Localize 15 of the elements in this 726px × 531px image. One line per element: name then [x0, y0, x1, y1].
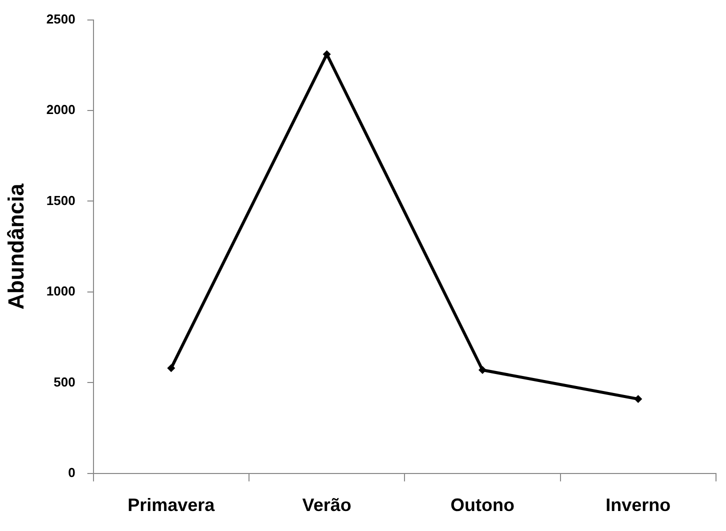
- y-axis-title: Abundância: [3, 182, 28, 310]
- x-tick-label: Outono: [450, 495, 514, 516]
- x-tick-label: Inverno: [606, 495, 671, 516]
- y-tick-label: 1000: [46, 284, 76, 299]
- point: [478, 366, 486, 374]
- y-tick-label: 2000: [46, 102, 76, 118]
- y-tick-label: 500: [54, 374, 76, 390]
- x-tick-label: Verão: [302, 495, 352, 516]
- y-tick-label: 0: [68, 464, 76, 480]
- point: [322, 50, 331, 58]
- point: [167, 364, 176, 372]
- x-tick-label: Primavera: [128, 495, 216, 516]
- y-tick-label: 1500: [46, 192, 76, 208]
- y-tick-label: 2500: [46, 11, 76, 26]
- point: [634, 395, 642, 404]
